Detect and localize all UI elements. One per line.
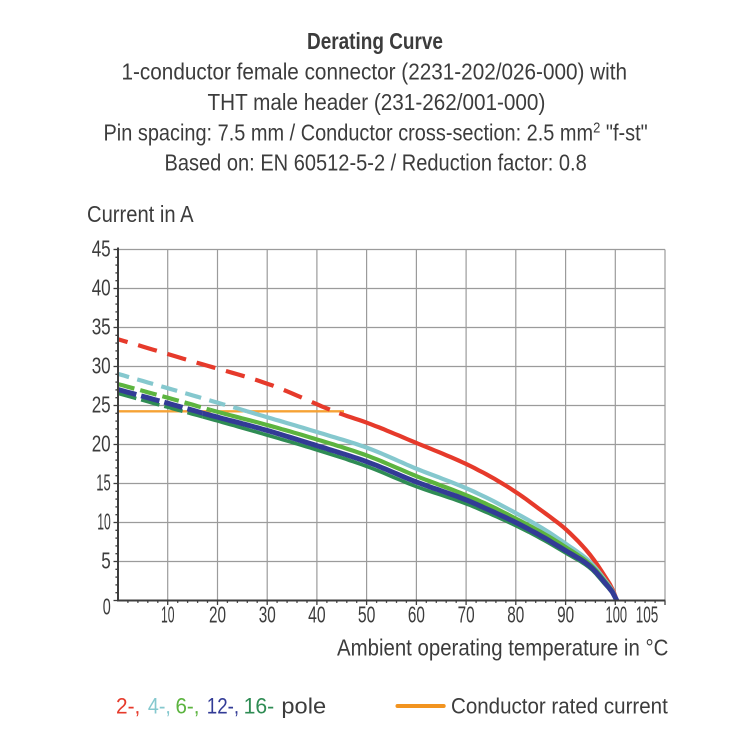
svg-text:16-: 16- [244,693,275,718]
svg-text:60: 60 [408,602,425,628]
svg-text:40: 40 [92,274,111,300]
svg-text:105: 105 [636,602,659,628]
svg-text:2-,: 2-, [116,694,140,719]
svg-text:70: 70 [458,602,475,628]
svg-text:30: 30 [259,602,276,628]
svg-text:5: 5 [101,547,111,573]
svg-text:25: 25 [92,391,111,417]
svg-text:Based on: EN 60512-5-2 / Reduc: Based on: EN 60512-5-2 / Reduction facto… [165,149,587,176]
svg-text:30: 30 [92,352,111,378]
svg-text:pole: pole [281,693,326,718]
svg-text:40: 40 [308,602,326,628]
svg-text:Ambient operating temperature: Ambient operating temperature in °C [337,634,668,660]
svg-text:THT male header (231-262/001-0: THT male header (231-262/001-000) [208,89,546,115]
svg-text:12-,: 12-, [207,695,239,719]
svg-text:10: 10 [161,602,175,628]
svg-text:80: 80 [507,602,524,628]
svg-text:0: 0 [103,593,111,619]
svg-text:20: 20 [209,602,226,628]
svg-text:20: 20 [92,430,111,456]
svg-text:Conductor rated current: Conductor rated current [451,694,668,719]
svg-text:90: 90 [557,602,574,628]
svg-text:Pin spacing: 7.5 mm / Conducto: Pin spacing: 7.5 mm / Conductor cross-se… [104,119,648,146]
svg-text:Derating Curve: Derating Curve [307,29,443,54]
svg-text:10: 10 [97,508,111,534]
svg-text:100: 100 [606,602,628,628]
svg-text:4-,: 4-, [148,695,171,719]
svg-text:50: 50 [358,602,376,628]
svg-text:45: 45 [92,235,111,261]
svg-text:1-conductor female connector (: 1-conductor female connector (2231-202/0… [122,58,627,84]
svg-text:6-,: 6-, [176,694,200,719]
svg-text:35: 35 [92,313,111,339]
svg-text:15: 15 [96,469,111,495]
svg-text:Current in A: Current in A [87,201,194,228]
